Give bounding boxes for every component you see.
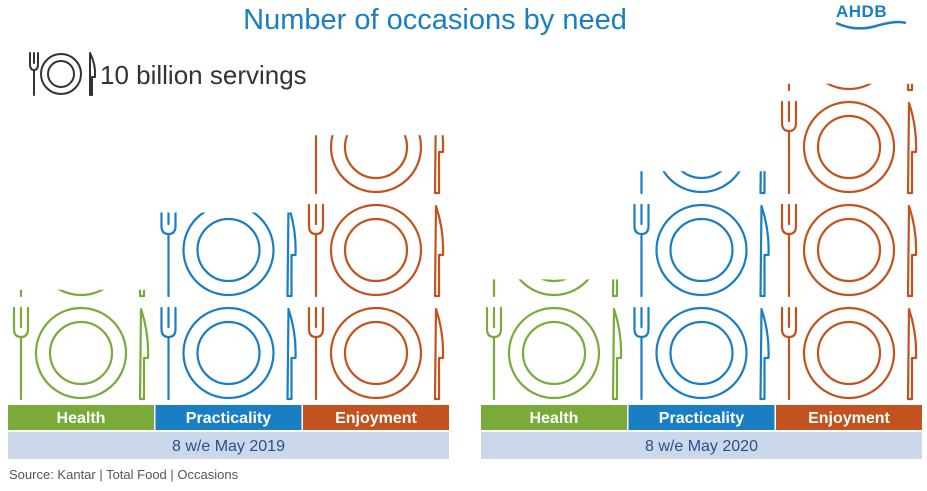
category-band-enjoyment bbox=[303, 405, 449, 430]
category-band-enjoyment bbox=[776, 405, 922, 430]
bar-enjoyment-1 bbox=[780, 83, 918, 401]
serving-legend-icon bbox=[29, 52, 97, 96]
period-label: 8 w/e May 2020 bbox=[645, 438, 758, 455]
category-label: Health bbox=[530, 410, 579, 427]
bar-enjoyment-0 bbox=[307, 135, 445, 401]
bar-health-1 bbox=[485, 279, 623, 401]
period-band bbox=[481, 432, 922, 459]
category-band-health bbox=[481, 405, 627, 430]
category-band-practicality bbox=[628, 405, 775, 430]
legend-text: 10 billion servings bbox=[100, 60, 307, 90]
source-note: Source: Kantar | Total Food | Occasions bbox=[9, 467, 239, 482]
chart-title: Number of occasions by need bbox=[243, 4, 627, 36]
bar-health-0 bbox=[12, 289, 150, 401]
category-label: Practicality bbox=[186, 410, 271, 427]
bar-practicality-0 bbox=[160, 212, 297, 401]
category-label: Enjoyment bbox=[335, 410, 417, 427]
category-label: Practicality bbox=[659, 410, 744, 427]
category-label: Health bbox=[57, 410, 106, 427]
ahdb-logo: AHDB bbox=[836, 2, 906, 36]
period-label: 8 w/e May 2019 bbox=[172, 438, 285, 455]
category-band-practicality bbox=[155, 405, 302, 430]
period-band bbox=[8, 432, 449, 459]
category-label: Enjoyment bbox=[808, 410, 890, 427]
logo-text: AHDB bbox=[836, 2, 888, 21]
logo-wave-icon bbox=[836, 20, 906, 30]
category-band-health bbox=[8, 405, 154, 430]
bar-practicality-1 bbox=[633, 171, 770, 401]
